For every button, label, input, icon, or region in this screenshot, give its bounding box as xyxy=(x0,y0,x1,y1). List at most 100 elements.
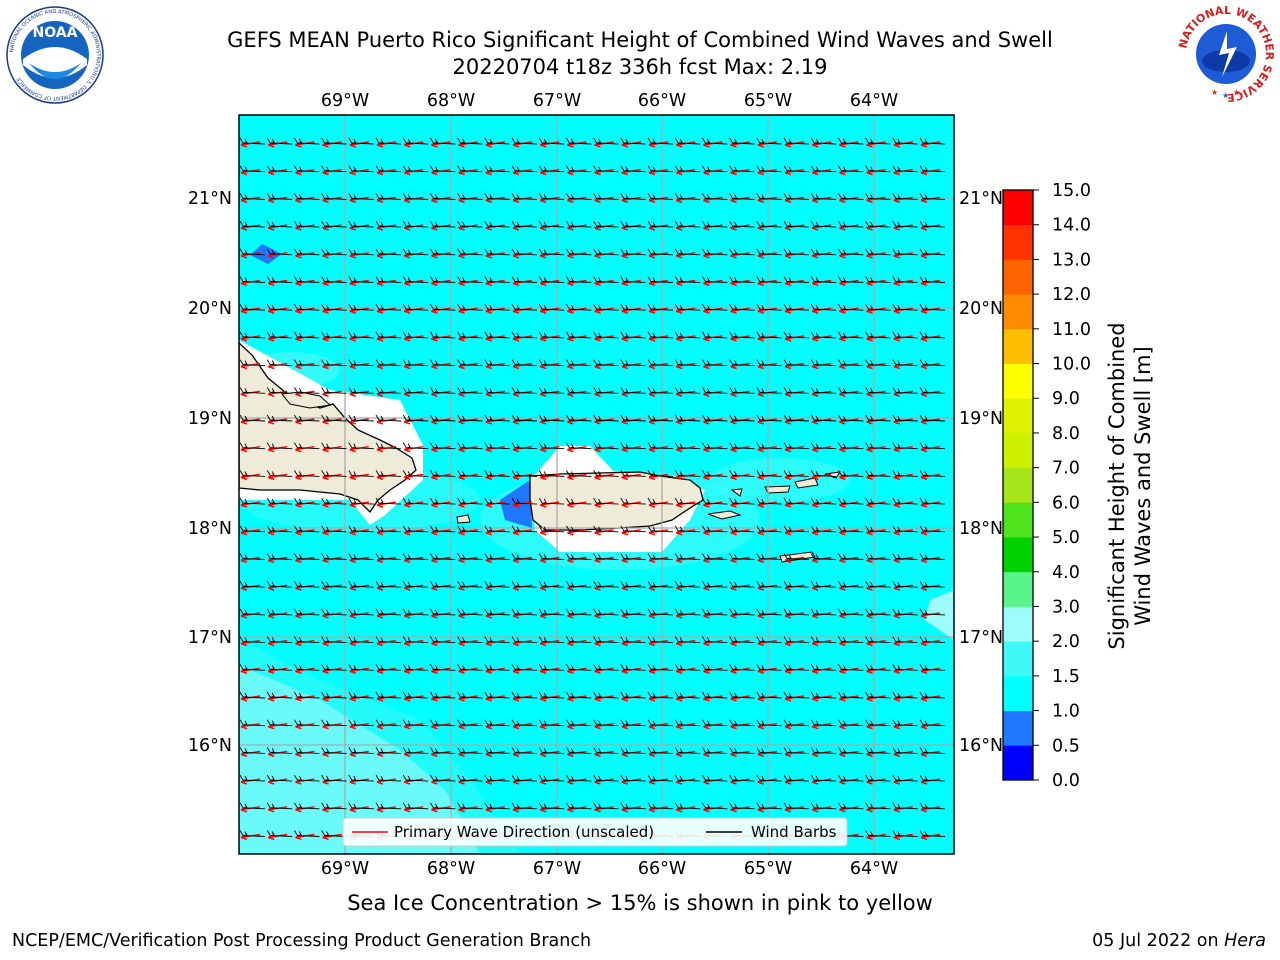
lon-label-bottom: 67°W xyxy=(533,859,581,879)
wind-barb xyxy=(783,719,810,727)
wind-barb xyxy=(402,747,429,754)
lon-label-top: 67°W xyxy=(533,91,581,111)
wind-barb xyxy=(294,691,320,699)
wind-barb xyxy=(593,470,619,477)
wind-barb xyxy=(674,387,701,394)
lon-label-top: 68°W xyxy=(427,91,475,111)
wind-barb xyxy=(783,276,810,283)
wind-barb xyxy=(511,802,538,810)
wind-barb xyxy=(430,414,456,422)
wind-barb xyxy=(865,553,891,560)
lat-label-right: 20°N xyxy=(959,299,1003,319)
wind-barb xyxy=(294,664,320,671)
wind-barb xyxy=(783,470,810,477)
wind-barb xyxy=(593,414,619,422)
wind-barb xyxy=(647,248,674,256)
wind-barb xyxy=(239,553,266,560)
wind-barb xyxy=(484,691,510,699)
wind-barb xyxy=(810,691,837,699)
wind-barb xyxy=(783,691,810,699)
wind-barb xyxy=(810,442,837,450)
wind-barb xyxy=(647,193,674,200)
wind-barb xyxy=(702,747,728,754)
lat-label-left: 20°N xyxy=(188,299,232,319)
colorbar-tick-label: 6.0 xyxy=(1052,493,1080,513)
wind-barb xyxy=(838,359,864,367)
wind-barb xyxy=(239,193,266,200)
wind-barb xyxy=(674,470,701,477)
wind-barb xyxy=(647,137,674,145)
wind-barb xyxy=(783,580,810,588)
wind-barb xyxy=(430,497,456,505)
wind-barb xyxy=(348,248,374,256)
wind-barb xyxy=(702,248,728,256)
wind-barb xyxy=(430,165,456,173)
wind-barb xyxy=(756,137,782,145)
wind-barb xyxy=(566,774,592,782)
wind-barb xyxy=(484,802,510,810)
wind-barb xyxy=(348,331,374,339)
wind-barb xyxy=(838,137,864,145)
wind-barb xyxy=(892,664,918,671)
wind-barb xyxy=(838,276,864,283)
footer-date: 05 Jul 2022 on Hera xyxy=(1092,931,1266,951)
wind-barb xyxy=(674,414,701,422)
wind-barb xyxy=(838,525,864,533)
wind-barb xyxy=(402,802,429,810)
wind-barb xyxy=(566,331,592,339)
wind-barb xyxy=(729,359,755,367)
wind-barb xyxy=(294,442,320,450)
wind-barb xyxy=(321,553,347,560)
lat-label-left: 18°N xyxy=(188,519,232,539)
wind-barb xyxy=(729,608,755,616)
wind-barb xyxy=(865,387,891,394)
wind-barb xyxy=(647,719,674,727)
wind-barb xyxy=(756,719,782,727)
wind-barb xyxy=(321,470,347,477)
wind-barb xyxy=(566,636,592,644)
wind-barb xyxy=(783,608,810,616)
svg-text:★: ★ xyxy=(1222,91,1229,100)
wind-barb xyxy=(865,359,891,367)
wind-barb xyxy=(620,719,646,727)
wind-barb xyxy=(810,331,837,339)
wind-barb xyxy=(620,303,646,311)
wind-barb xyxy=(647,359,674,367)
wind-barb xyxy=(593,359,619,367)
wind-barb xyxy=(810,220,837,228)
wind-barb xyxy=(674,525,701,533)
wind-barb xyxy=(566,442,592,450)
wind-barb xyxy=(538,580,565,588)
wind-barb xyxy=(484,193,510,200)
wind-barb xyxy=(402,553,429,560)
legend-barb-label: Wind Barbs xyxy=(751,823,837,841)
wind-barb xyxy=(892,691,918,699)
wind-barb xyxy=(865,303,891,311)
colorbar-tick-label: 10.0 xyxy=(1052,355,1091,375)
wind-barb xyxy=(538,248,565,256)
wind-barb xyxy=(620,359,646,367)
wind-barb xyxy=(457,193,483,200)
wind-barb xyxy=(593,387,619,394)
wind-barb xyxy=(239,774,266,782)
wind-barb xyxy=(484,608,510,616)
wind-barb xyxy=(321,774,347,782)
wind-barb xyxy=(457,303,483,311)
wind-barb xyxy=(348,193,374,200)
wind-barb xyxy=(729,774,755,782)
wind-barb xyxy=(375,387,402,394)
lon-label-bottom: 69°W xyxy=(321,859,369,879)
wind-barb xyxy=(810,359,837,367)
wind-barb xyxy=(375,747,402,754)
wind-barb xyxy=(511,220,538,228)
wind-barb xyxy=(919,331,946,339)
footer-host: Hera xyxy=(1224,931,1266,951)
wind-barb xyxy=(620,470,646,477)
wind-barb xyxy=(375,220,402,228)
wind-barb xyxy=(919,414,946,422)
wind-barb xyxy=(457,165,483,173)
wind-barb xyxy=(593,137,619,145)
colorbar-tick-label: 7.0 xyxy=(1052,459,1080,479)
wind-barb xyxy=(294,497,320,505)
wind-barb xyxy=(430,553,456,560)
